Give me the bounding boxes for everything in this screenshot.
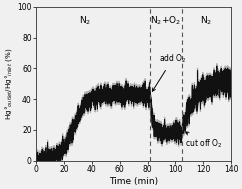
Text: N$_2$+O$_2$: N$_2$+O$_2$ <box>150 15 181 27</box>
Text: add O$_2$: add O$_2$ <box>152 53 187 91</box>
Text: N$_2$: N$_2$ <box>79 15 91 27</box>
Text: N$_2$: N$_2$ <box>200 15 212 27</box>
Text: cut off O$_2$: cut off O$_2$ <box>185 132 223 150</box>
X-axis label: Time (min): Time (min) <box>109 177 158 186</box>
Y-axis label: Hg°$_{outlet}$/Hg°$_{inlet}$ (%): Hg°$_{outlet}$/Hg°$_{inlet}$ (%) <box>3 48 15 120</box>
